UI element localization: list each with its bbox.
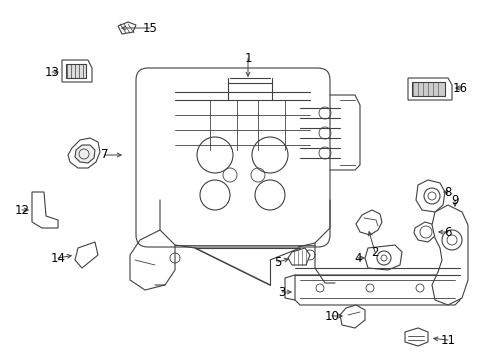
Polygon shape <box>32 192 58 228</box>
Polygon shape <box>404 328 427 346</box>
Polygon shape <box>407 78 451 100</box>
Polygon shape <box>294 275 459 305</box>
Polygon shape <box>68 138 100 168</box>
Polygon shape <box>75 242 98 268</box>
Text: 3: 3 <box>278 285 285 298</box>
Text: 13: 13 <box>44 66 60 78</box>
Polygon shape <box>75 145 95 163</box>
Polygon shape <box>62 60 92 82</box>
Polygon shape <box>355 210 381 235</box>
Text: 11: 11 <box>440 333 454 346</box>
Text: 4: 4 <box>353 252 361 265</box>
Text: 9: 9 <box>450 194 458 207</box>
Text: 15: 15 <box>142 22 157 35</box>
Polygon shape <box>287 248 309 265</box>
Text: 6: 6 <box>443 225 451 238</box>
Text: 5: 5 <box>274 256 281 269</box>
FancyBboxPatch shape <box>136 68 329 247</box>
Text: 1: 1 <box>244 51 251 64</box>
Text: 2: 2 <box>370 246 378 258</box>
Text: 10: 10 <box>324 310 339 323</box>
Polygon shape <box>66 64 86 78</box>
Polygon shape <box>364 245 401 270</box>
Text: 12: 12 <box>15 203 29 216</box>
Polygon shape <box>413 222 435 242</box>
Polygon shape <box>415 180 444 212</box>
Text: 14: 14 <box>50 252 65 265</box>
Polygon shape <box>339 305 364 328</box>
Text: 7: 7 <box>101 148 108 162</box>
Text: 16: 16 <box>451 81 467 94</box>
Polygon shape <box>411 82 444 96</box>
Polygon shape <box>118 22 136 34</box>
Polygon shape <box>431 205 467 305</box>
Text: 8: 8 <box>444 185 451 198</box>
